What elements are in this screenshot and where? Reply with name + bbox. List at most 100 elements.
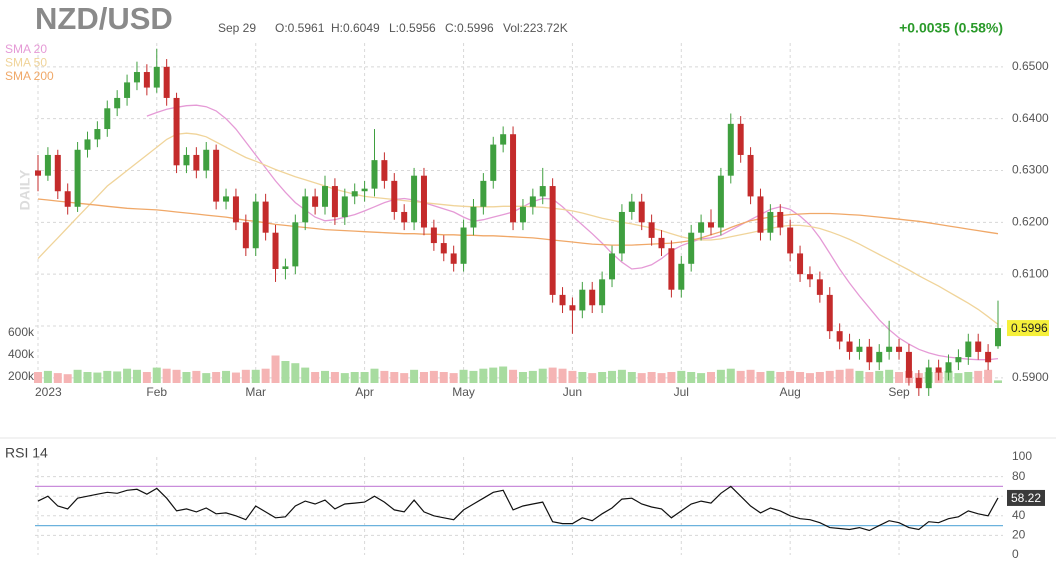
y-tick-label: 100	[1012, 449, 1032, 463]
volume-bar	[93, 372, 102, 383]
candle-body	[242, 222, 249, 249]
volume-bar	[815, 372, 824, 383]
volume-bar	[410, 369, 419, 383]
volume-bar	[192, 370, 201, 383]
legend-entry: SMA 50	[5, 56, 47, 70]
candle-body	[292, 222, 299, 267]
volume-bar	[518, 372, 527, 383]
watermark: DAILY	[17, 169, 33, 210]
candle-body	[905, 351, 912, 378]
candle-body	[420, 175, 427, 228]
y-tick-label: 0	[1012, 547, 1019, 561]
volume-bar	[964, 372, 973, 383]
volume-bar	[776, 372, 785, 383]
volume-bar	[459, 369, 468, 383]
last-price-label: 0.5996	[1011, 321, 1048, 335]
volume-bar	[756, 372, 765, 383]
candle-body	[955, 357, 962, 363]
volume-bar	[370, 368, 379, 383]
x-tick-label: Sep	[888, 385, 910, 399]
volume-bar	[509, 369, 518, 383]
volume-bar	[251, 369, 260, 383]
date-label: Sep 29	[218, 21, 256, 35]
candle-body	[351, 191, 358, 197]
candle-body	[628, 201, 635, 212]
candle-body	[401, 211, 408, 223]
candle-body	[965, 341, 972, 358]
candle-body	[183, 154, 190, 166]
candle-body	[133, 72, 140, 83]
volume-bar	[301, 367, 310, 383]
candle-body	[806, 274, 813, 280]
candle-body	[302, 196, 309, 223]
volume-bar	[469, 370, 478, 383]
candle-body	[54, 154, 61, 192]
x-tick-label: May	[452, 385, 475, 399]
candle-body	[411, 175, 418, 223]
volume-bar	[974, 370, 983, 383]
y-tick-label: 20	[1012, 528, 1026, 542]
x-tick-label: Apr	[355, 385, 374, 399]
candle-body	[213, 149, 220, 202]
high-label: H:0.6049	[331, 21, 380, 35]
volume-bar	[805, 373, 814, 383]
volume-bar	[152, 367, 161, 383]
candle-body	[173, 97, 180, 166]
rsi-title: RSI 14	[5, 445, 48, 461]
volume-bar	[212, 372, 221, 383]
volume-bar	[281, 361, 290, 383]
volume-bar	[885, 369, 894, 383]
legend-entry: SMA 20	[5, 42, 47, 56]
volume-bar	[43, 370, 52, 383]
volume-bar	[895, 372, 904, 383]
volume-bar	[123, 368, 132, 383]
volume-bar	[222, 370, 231, 383]
candle-body	[272, 232, 279, 269]
candle-body	[579, 289, 586, 311]
candle-body	[391, 180, 398, 212]
volume-bar	[608, 370, 617, 383]
candle-body	[589, 289, 596, 306]
candle-body	[322, 186, 329, 207]
candle-body	[995, 328, 1001, 347]
candle-body	[74, 149, 81, 207]
volume-bar	[528, 370, 537, 383]
volume-bar	[271, 355, 280, 383]
candle-body	[678, 263, 685, 290]
candle-body	[767, 211, 774, 233]
candle-body	[836, 331, 843, 342]
candle-body	[44, 154, 51, 176]
x-tick-label: Jul	[674, 385, 689, 399]
candle-body	[480, 180, 487, 207]
candle-body	[886, 346, 893, 352]
candle-body	[826, 294, 833, 332]
y-tick-label: 0.6100	[1012, 266, 1049, 280]
volume-bar	[63, 374, 72, 383]
y-tick-label: 0.6300	[1012, 163, 1049, 177]
candle-body	[262, 201, 269, 233]
candle-body	[193, 154, 200, 171]
volume-bar	[786, 370, 795, 383]
volume-bar	[984, 369, 993, 383]
volume-bar	[439, 372, 448, 383]
candle-body	[925, 367, 932, 389]
volume-bar	[231, 372, 240, 383]
candle-body	[84, 139, 91, 150]
candle-body	[124, 82, 131, 98]
candle-body	[490, 144, 497, 181]
candle-body	[717, 175, 724, 228]
y-tick-label: 80	[1012, 469, 1026, 483]
candle-body	[440, 243, 447, 254]
volume-bar	[687, 372, 696, 383]
volume-bar	[588, 373, 597, 383]
volume-bar	[311, 372, 320, 383]
volume-bar	[34, 372, 42, 383]
candle-body	[559, 294, 566, 306]
volume-bar	[825, 370, 834, 383]
candle-body	[35, 170, 41, 176]
volume-bar	[479, 368, 488, 383]
volume-bar	[558, 368, 567, 383]
candle-body	[896, 346, 903, 352]
volume-bar	[677, 370, 686, 383]
